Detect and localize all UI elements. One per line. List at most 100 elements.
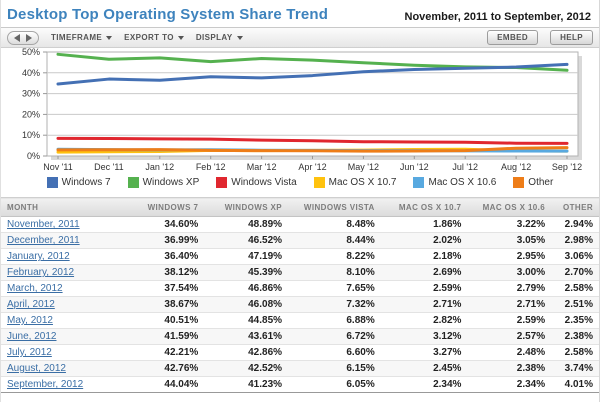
share-value-cell: 3.74% bbox=[551, 360, 599, 377]
share-value-cell: 7.65% bbox=[288, 280, 381, 297]
share-value-cell: 2.98% bbox=[551, 232, 599, 249]
chevron-down-icon bbox=[177, 35, 184, 40]
month-link[interactable]: December, 2011 bbox=[7, 235, 80, 246]
month-cell: January, 2012 bbox=[1, 248, 127, 265]
share-table: MONTH WINDOWS 7 WINDOWS XP WINDOWS VISTA MAC… bbox=[1, 197, 599, 393]
y-axis-label: 20% bbox=[22, 109, 40, 119]
table-row: April, 2012 38.67% 46.08% 7.32% 2.71% 2.71% 2.… bbox=[1, 296, 599, 313]
month-cell: March, 2012 bbox=[1, 280, 127, 297]
share-value-cell: 6.72% bbox=[288, 328, 381, 345]
series-line-windows-vista bbox=[56, 136, 569, 145]
share-value-cell: 8.48% bbox=[288, 216, 381, 233]
share-value-cell: 3.22% bbox=[467, 216, 552, 233]
column-header-mac-os-x-10-7: MAC OS X 10.7 bbox=[380, 197, 468, 217]
share-value-cell: 6.88% bbox=[288, 312, 381, 329]
share-value-cell: 4.01% bbox=[551, 376, 599, 393]
month-link[interactable]: January, 2012 bbox=[7, 251, 70, 262]
share-value-cell: 46.86% bbox=[204, 280, 289, 297]
month-link[interactable]: June, 2012 bbox=[7, 331, 57, 342]
legend-label: Windows Vista bbox=[231, 176, 297, 188]
share-value-cell: 38.12% bbox=[126, 264, 205, 281]
month-cell: February, 2012 bbox=[1, 264, 127, 281]
share-value-cell: 42.52% bbox=[204, 360, 289, 377]
x-axis-label: Apr '12 bbox=[298, 162, 326, 172]
month-link[interactable]: February, 2012 bbox=[7, 267, 75, 278]
share-value-cell: 2.95% bbox=[467, 248, 552, 265]
share-value-cell: 2.38% bbox=[551, 328, 599, 345]
export-to-menu[interactable]: EXPORT TO bbox=[124, 33, 184, 42]
display-menu[interactable]: DISPLAY bbox=[196, 33, 243, 42]
series-line-windows-7 bbox=[56, 62, 569, 86]
share-value-cell: 40.51% bbox=[126, 312, 205, 329]
column-header-month: MONTH bbox=[1, 197, 127, 217]
legend-swatch-icon bbox=[413, 176, 425, 188]
prev-arrow-icon[interactable] bbox=[14, 33, 20, 42]
share-value-cell: 2.02% bbox=[380, 232, 468, 249]
x-axis-label: Jan '12 bbox=[145, 162, 174, 172]
share-value-cell: 41.23% bbox=[204, 376, 289, 393]
share-value-cell: 2.70% bbox=[551, 264, 599, 281]
share-value-cell: 2.51% bbox=[551, 296, 599, 313]
y-axis-label: 10% bbox=[22, 130, 40, 140]
help-button[interactable]: HELP bbox=[550, 30, 593, 45]
month-cell: July, 2012 bbox=[1, 344, 127, 361]
month-cell: August, 2012 bbox=[1, 360, 127, 377]
column-header-mac-os-x-10-6: MAC OS X 10.6 bbox=[467, 197, 552, 217]
month-link[interactable]: April, 2012 bbox=[7, 299, 55, 310]
share-value-cell: 8.10% bbox=[288, 264, 381, 281]
share-value-cell: 3.06% bbox=[551, 248, 599, 265]
share-value-cell: 2.34% bbox=[467, 376, 552, 393]
share-value-cell: 44.85% bbox=[204, 312, 289, 329]
month-link[interactable]: September, 2012 bbox=[7, 379, 84, 390]
legend-swatch-icon bbox=[46, 176, 58, 188]
legend-swatch-icon bbox=[313, 176, 325, 188]
legend-swatch-icon bbox=[127, 176, 139, 188]
share-value-cell: 2.71% bbox=[467, 296, 552, 313]
share-value-cell: 7.32% bbox=[288, 296, 381, 313]
share-value-cell: 42.86% bbox=[204, 344, 289, 361]
month-cell: May, 2012 bbox=[1, 312, 127, 329]
share-value-cell: 36.40% bbox=[126, 248, 205, 265]
next-arrow-icon[interactable] bbox=[26, 33, 32, 42]
month-link[interactable]: July, 2012 bbox=[7, 347, 52, 358]
share-value-cell: 42.21% bbox=[126, 344, 205, 361]
share-value-cell: 8.44% bbox=[288, 232, 381, 249]
share-value-cell: 2.34% bbox=[380, 376, 468, 393]
share-value-cell: 36.99% bbox=[126, 232, 205, 249]
legend-item-mac-os-x-10-7: Mac OS X 10.7 bbox=[313, 176, 396, 188]
share-value-cell: 48.89% bbox=[204, 216, 289, 233]
month-cell: September, 2012 bbox=[1, 376, 127, 393]
x-axis-label: Mar '12 bbox=[247, 162, 277, 172]
share-value-cell: 6.60% bbox=[288, 344, 381, 361]
month-cell: December, 2011 bbox=[1, 232, 127, 249]
x-axis-label: Feb '12 bbox=[196, 162, 226, 172]
x-axis-label: Jun '12 bbox=[400, 162, 429, 172]
embed-button[interactable]: EMBED bbox=[487, 30, 539, 45]
table-row: September, 2012 44.04% 41.23% 6.05% 2.34% 2.3… bbox=[1, 376, 599, 393]
series-line-other bbox=[56, 146, 569, 153]
month-link[interactable]: March, 2012 bbox=[7, 283, 63, 294]
share-value-cell: 34.60% bbox=[126, 216, 205, 233]
chart-toolbar: TIMEFRAME EXPORT TO DISPLAY EMBED HELP bbox=[1, 27, 599, 48]
month-link[interactable]: May, 2012 bbox=[7, 315, 53, 326]
share-value-cell: 1.86% bbox=[380, 216, 468, 233]
table-row: January, 2012 36.40% 47.19% 8.22% 2.18% 2.95%… bbox=[1, 248, 599, 265]
chart-legend: Windows 7 Windows XP Windows Vista Mac OS X… bbox=[1, 172, 599, 192]
date-range-label: November, 2011 to September, 2012 bbox=[404, 11, 592, 23]
share-value-cell: 2.45% bbox=[380, 360, 468, 377]
x-axis-label: May '12 bbox=[348, 162, 379, 172]
share-value-cell: 2.82% bbox=[380, 312, 468, 329]
x-axis-label: Jul '12 bbox=[452, 162, 478, 172]
timeframe-nav-group bbox=[7, 30, 39, 45]
share-value-cell: 41.59% bbox=[126, 328, 205, 345]
legend-swatch-icon bbox=[513, 176, 525, 188]
month-link[interactable]: August, 2012 bbox=[7, 363, 66, 374]
share-value-cell: 2.35% bbox=[551, 312, 599, 329]
month-link[interactable]: November, 2011 bbox=[7, 219, 80, 230]
timeframe-menu[interactable]: TIMEFRAME bbox=[51, 33, 113, 42]
share-value-cell: 45.39% bbox=[204, 264, 289, 281]
month-cell: April, 2012 bbox=[1, 296, 127, 313]
x-axis-label: Dec '11 bbox=[94, 162, 124, 172]
share-value-cell: 46.08% bbox=[204, 296, 289, 313]
